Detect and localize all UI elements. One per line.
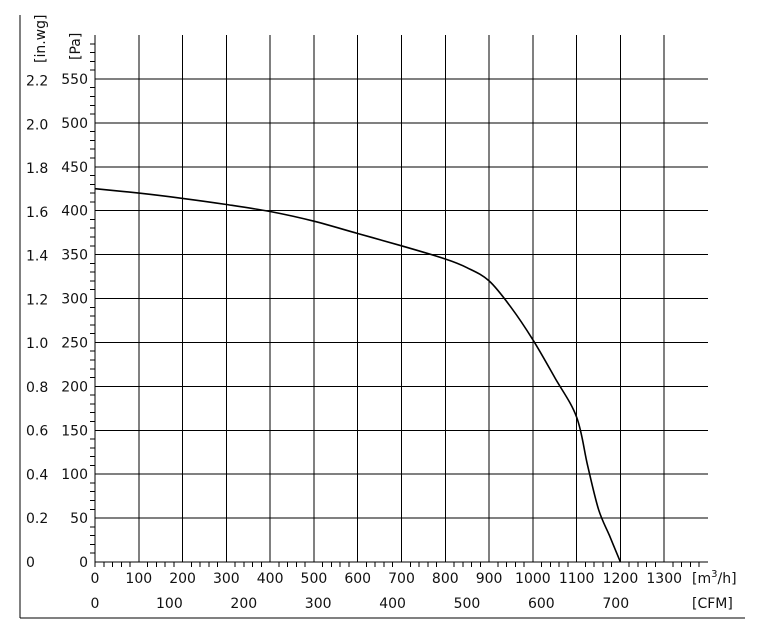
x-primary-tick-label: 1200 — [603, 571, 639, 587]
x-secondary-axis-label: [CFM] — [692, 596, 733, 612]
y-secondary-tick-label: 0 — [26, 555, 35, 571]
y-secondary-tick-label: 0.4 — [26, 467, 48, 483]
x-primary-tick-label: 500 — [301, 571, 328, 587]
y-secondary-tick-label: 0.2 — [26, 511, 48, 527]
y-secondary-tick-label: 0.8 — [26, 380, 48, 396]
x-primary-tick-label: 300 — [213, 571, 240, 587]
x-primary-tick-label: 600 — [344, 571, 371, 587]
x-secondary-tick-label: 500 — [454, 596, 481, 612]
y-primary-tick-label: 0 — [79, 555, 88, 571]
x-primary-axis-label-sup: 3 — [711, 569, 717, 580]
grid-layer — [94, 35, 708, 563]
y-secondary-tick-label: 1.6 — [26, 205, 48, 221]
x-primary-tick-label: 900 — [476, 571, 503, 587]
y-primary-tick-label: 550 — [61, 72, 88, 88]
y-primary-tick-label: 400 — [61, 204, 88, 220]
chart-frame — [19, 15, 745, 619]
x-primary-axis-label-base: [m — [692, 571, 711, 587]
x-secondary-tick-label: 100 — [156, 596, 183, 612]
y-primary-tick-label: 200 — [61, 379, 88, 395]
y-primary-tick-label: 350 — [61, 248, 88, 264]
x-primary-tick-label: 400 — [257, 571, 284, 587]
x-primary-tick-label: 700 — [388, 571, 415, 587]
y-primary-tick-label: 150 — [61, 423, 88, 439]
x-secondary-tick-label: 700 — [602, 596, 629, 612]
y-secondary-tick-label: 1.2 — [26, 292, 48, 308]
y-secondary-axis-label: [in.wg] — [33, 15, 49, 63]
x-secondary-tick-label: 400 — [379, 596, 406, 612]
x-primary-tick-label: 200 — [169, 571, 196, 587]
y-secondary-tick-label: 1.4 — [26, 249, 48, 265]
x-secondary-tick-label: 200 — [230, 596, 257, 612]
minor-ticks — [90, 43, 700, 567]
curve-layer — [94, 187, 622, 563]
x-primary-axis-label-end: /h] — [717, 571, 736, 587]
performance-curve-line — [94, 187, 622, 563]
y-primary-axis-label: [Pa] — [68, 33, 84, 60]
y-secondary-tick-label: 1.0 — [26, 336, 48, 352]
y-primary-tick-label: 300 — [61, 292, 88, 308]
x-primary-tick-label: 100 — [125, 571, 152, 587]
y-primary-tick-label: 500 — [61, 116, 88, 132]
y-secondary-tick-label: 0.6 — [26, 424, 48, 440]
y-primary-tick-label: 450 — [61, 160, 88, 176]
x-primary-tick-label: 800 — [432, 571, 459, 587]
x-primary-tick-label: 0 — [91, 571, 100, 587]
x-primary-tick-label: 1000 — [515, 571, 551, 587]
x-primary-axis-label: [m3/h] — [692, 569, 737, 587]
y-secondary-tick-label: 2.2 — [26, 74, 48, 90]
x-secondary-tick-label: 0 — [91, 596, 100, 612]
y-primary-tick-label: 50 — [70, 511, 88, 527]
x-secondary-tick-label: 300 — [305, 596, 332, 612]
y-primary-tick-label: 100 — [61, 467, 88, 483]
tick-labels: 0 50 100 150 200 250 300 350 400 450 500 550 0 0.2 0.4… — [26, 72, 682, 612]
x-secondary-tick-label: 600 — [528, 596, 555, 612]
x-primary-tick-label: 1300 — [646, 571, 682, 587]
y-secondary-tick-label: 2.0 — [26, 117, 48, 133]
y-primary-tick-label: 250 — [61, 335, 88, 351]
x-primary-tick-label: 1100 — [559, 571, 595, 587]
y-secondary-tick-label: 1.8 — [26, 161, 48, 177]
